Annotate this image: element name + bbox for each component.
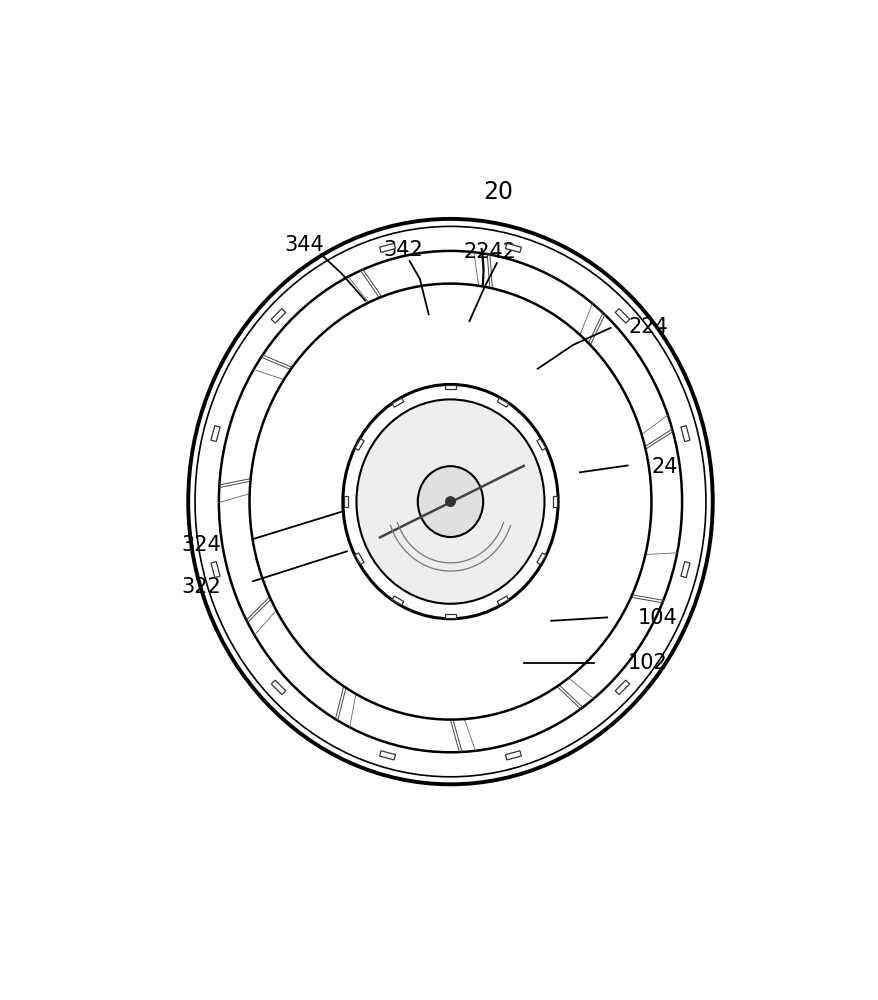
Polygon shape: [543, 315, 667, 497]
Polygon shape: [505, 751, 521, 760]
Polygon shape: [220, 369, 380, 485]
Polygon shape: [379, 243, 395, 252]
Polygon shape: [536, 553, 545, 564]
Polygon shape: [255, 530, 371, 719]
Polygon shape: [489, 255, 592, 436]
Ellipse shape: [417, 466, 483, 537]
Text: 24: 24: [651, 457, 677, 477]
Polygon shape: [505, 243, 521, 252]
Polygon shape: [211, 426, 220, 442]
Polygon shape: [263, 277, 435, 407]
Ellipse shape: [219, 251, 681, 752]
Polygon shape: [392, 398, 403, 407]
Polygon shape: [355, 553, 363, 564]
Text: 224: 224: [629, 317, 668, 337]
Polygon shape: [536, 439, 545, 450]
Ellipse shape: [356, 399, 543, 604]
Polygon shape: [363, 252, 493, 394]
Polygon shape: [553, 496, 557, 507]
Text: 322: 322: [181, 577, 221, 597]
Text: 102: 102: [627, 653, 666, 673]
Polygon shape: [680, 426, 689, 442]
Polygon shape: [487, 580, 662, 699]
Text: 342: 342: [383, 240, 422, 260]
Polygon shape: [211, 562, 220, 578]
Polygon shape: [349, 586, 459, 752]
Polygon shape: [444, 385, 456, 389]
Polygon shape: [497, 596, 508, 605]
Text: 104: 104: [637, 608, 677, 628]
Ellipse shape: [249, 284, 651, 720]
Polygon shape: [271, 680, 285, 695]
Polygon shape: [615, 309, 629, 323]
Polygon shape: [428, 614, 580, 751]
Polygon shape: [680, 562, 689, 578]
Polygon shape: [271, 309, 285, 323]
Ellipse shape: [342, 384, 558, 619]
Text: 344: 344: [284, 235, 323, 255]
Text: 324: 324: [181, 535, 221, 555]
Polygon shape: [497, 398, 508, 407]
Polygon shape: [379, 751, 395, 760]
Text: 2242: 2242: [463, 242, 516, 262]
Polygon shape: [444, 614, 456, 618]
Polygon shape: [615, 680, 629, 695]
Polygon shape: [543, 432, 676, 560]
Polygon shape: [219, 466, 348, 620]
Polygon shape: [343, 496, 347, 507]
Polygon shape: [355, 439, 363, 450]
Text: 20: 20: [483, 180, 513, 204]
Circle shape: [445, 497, 455, 506]
Polygon shape: [392, 596, 403, 605]
